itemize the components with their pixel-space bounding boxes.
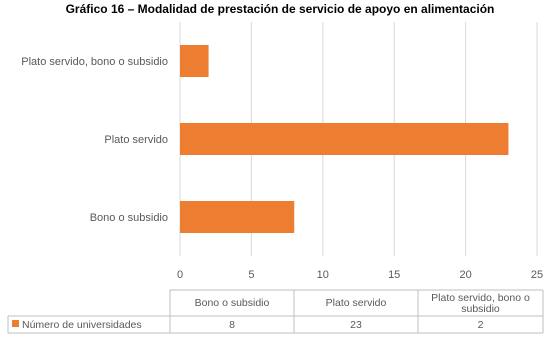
category-label-1: Plato servido [104,134,168,146]
x-tick-label-0: 0 [177,269,183,281]
x-tick-label-1: 5 [248,269,254,281]
bar-1 [180,123,509,155]
x-tick-label-4: 20 [459,269,471,281]
x-tick-label-2: 10 [317,269,329,281]
table-header-0: Bono o subsidio [195,297,270,309]
category-labels: Bono o subsidio Plato servido Plato servid… [21,56,168,224]
bar-2 [180,45,209,77]
x-tick-label-5: 25 [531,269,543,281]
chart-title: Gráfico 16 – Modalidad de prestación de … [66,2,495,16]
table-value-0: 8 [229,319,235,331]
legend-swatch [12,320,19,327]
table-value-1: 23 [350,319,362,331]
data-table: Bono o subsidio Plato servido Plato servid… [7,289,544,334]
bar-0 [180,201,295,233]
x-tick-label-3: 15 [388,269,400,281]
table-header-2: Plato servido, bono o subsidio [431,292,530,315]
table-row-label: Número de universidades [22,319,142,331]
table-value-2: 2 [478,319,484,331]
category-label-0: Bono o subsidio [90,212,168,224]
table-header-1: Plato servido [326,297,387,309]
category-label-2: Plato servido, bono o subsidio [21,56,168,68]
bars [180,45,509,233]
x-axis-ticks: 0 5 10 15 20 25 [177,269,543,281]
